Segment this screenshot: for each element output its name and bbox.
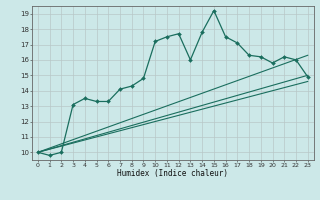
X-axis label: Humidex (Indice chaleur): Humidex (Indice chaleur): [117, 169, 228, 178]
